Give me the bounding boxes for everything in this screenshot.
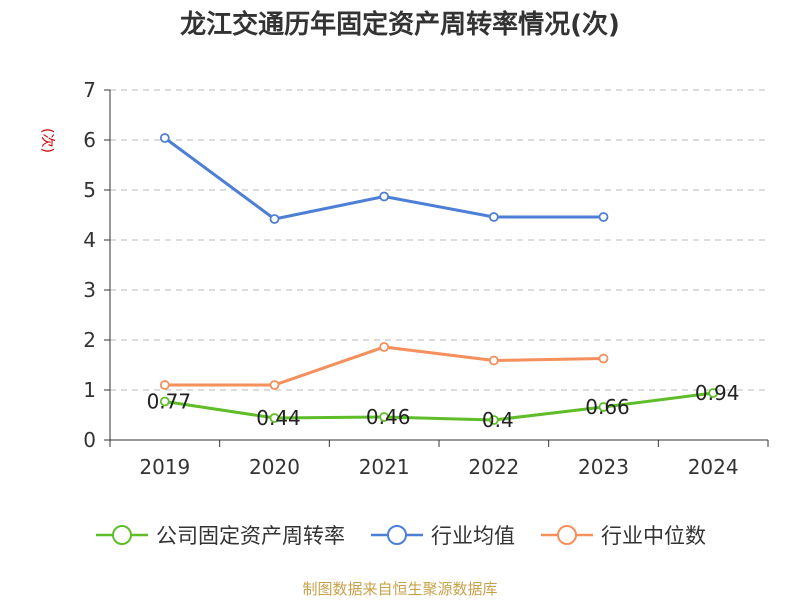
source-note: 制图数据来自恒生聚源数据库 <box>302 580 498 598</box>
data-point <box>598 353 609 364</box>
x-tick-label: 2021 <box>359 455 410 479</box>
data-point <box>269 413 280 423</box>
data-point <box>269 214 280 224</box>
legend-item: 行业均值 <box>369 520 515 550</box>
data-label: 0.77 <box>147 390 192 414</box>
data-label: 0.66 <box>585 395 630 419</box>
data-point <box>379 412 390 422</box>
legend: 公司固定资产周转率 行业均值 行业中位数 <box>0 520 800 550</box>
legend-label: 行业均值 <box>431 524 515 548</box>
series-line <box>164 345 604 387</box>
x-tick-label: 2020 <box>249 455 300 479</box>
data-point <box>488 212 499 222</box>
x-tick-label: 2019 <box>139 455 190 479</box>
data-labels: 0.77 0.44 0.46 0.4 0.66 0.94 <box>147 381 740 432</box>
legend-item: 公司固定资产周转率 <box>94 520 345 550</box>
data-point <box>269 380 280 390</box>
legend-label: 行业中位数 <box>601 524 706 548</box>
x-tick-label: 2022 <box>468 455 519 479</box>
y-tick-label: 5 <box>83 178 96 202</box>
data-point <box>488 355 499 366</box>
x-tick-label: 2024 <box>688 455 739 479</box>
y-tick-label: 7 <box>83 78 96 102</box>
y-tick-label: 1 <box>83 378 96 402</box>
data-point <box>598 212 609 222</box>
series-layer <box>159 133 719 425</box>
legend-item: 行业中位数 <box>539 520 706 550</box>
data-point <box>159 133 170 143</box>
data-label: 0.94 <box>695 381 740 405</box>
legend-swatch-icon <box>371 525 423 545</box>
y-tick-label: 2 <box>83 328 96 352</box>
data-point <box>159 396 170 407</box>
data-point <box>379 342 390 352</box>
series-line <box>163 136 604 221</box>
legend-swatch-icon <box>541 525 593 545</box>
y-tick-label: 3 <box>83 278 96 302</box>
data-label: 0.44 <box>256 406 301 430</box>
axes: 0 1 2 3 4 5 6 7 2019 2020 2021 2022 2023 2024 <box>83 78 769 479</box>
data-point <box>598 402 609 412</box>
y-tick-label: 0 <box>83 428 96 452</box>
y-tick-label: 4 <box>83 228 96 252</box>
data-point <box>159 380 170 390</box>
data-point <box>379 191 390 202</box>
chart-title: 龙江交通历年固定资产周转率情况(次) <box>180 10 620 40</box>
legend-label: 公司固定资产周转率 <box>156 524 345 548</box>
series-line <box>164 391 714 422</box>
data-point <box>708 388 719 398</box>
legend-swatch-icon <box>96 525 148 545</box>
grid-lines <box>110 89 768 391</box>
y-tick-label: 6 <box>83 128 96 152</box>
x-tick-label: 2023 <box>578 455 629 479</box>
data-label: 0.46 <box>366 405 411 429</box>
data-point <box>488 415 499 425</box>
data-label: 0.4 <box>482 408 514 432</box>
